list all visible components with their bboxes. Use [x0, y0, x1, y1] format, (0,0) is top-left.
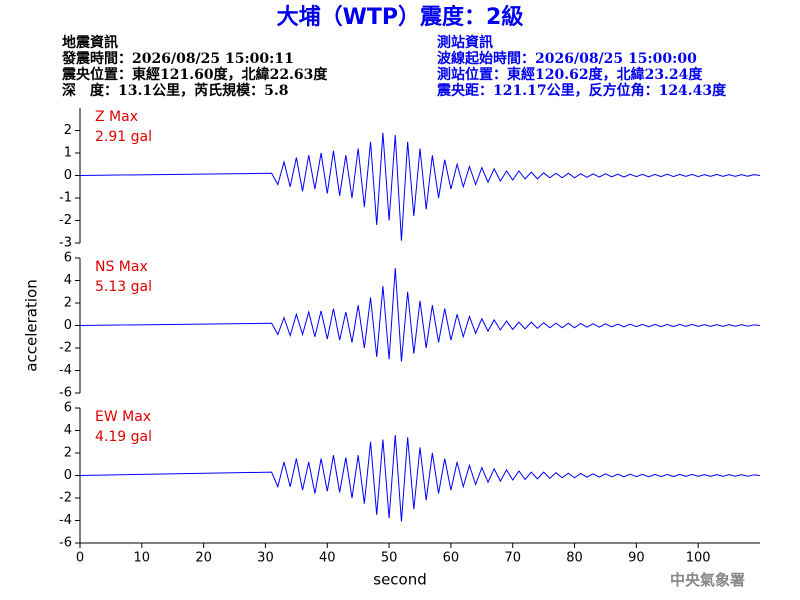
y-tick-label: 0 [64, 318, 72, 333]
x-tick-label: 20 [195, 551, 212, 566]
y-tick-label: 0 [64, 468, 72, 483]
x-axis-label: second [373, 571, 427, 589]
x-tick-label: 30 [257, 551, 274, 566]
info-left: 地震資訊 [62, 34, 118, 51]
y-tick-label: -2 [59, 341, 72, 356]
x-tick-label: 40 [319, 551, 336, 566]
panel-label: Z Max [95, 109, 138, 125]
x-tick-label: 100 [686, 551, 711, 566]
x-tick-label: 0 [76, 551, 84, 566]
waveform [79, 434, 761, 522]
panel-label: 5.13 gal [95, 279, 152, 295]
y-axis-label: acceleration [23, 279, 41, 371]
panel-label: NS Max [95, 259, 148, 275]
y-tick-label: 2 [64, 123, 72, 138]
y-tick-label: -4 [59, 513, 72, 528]
info-right: 波線起始時間：2026/08/25 15:00:00 [437, 50, 697, 67]
panel-label: 4.19 gal [95, 429, 152, 445]
y-tick-label: -1 [59, 191, 72, 206]
footer: 中央氣象署 [670, 571, 745, 589]
y-tick-label: 6 [64, 251, 72, 266]
y-tick-label: -4 [59, 363, 72, 378]
x-tick-label: 70 [504, 551, 521, 566]
y-tick-label: 6 [64, 401, 72, 416]
info-right: 測站資訊 [437, 34, 493, 51]
panel-label: 2.91 gal [95, 129, 152, 145]
info-left: 發震時間：2026/08/25 15:00:11 [61, 50, 294, 67]
y-tick-label: -6 [59, 386, 72, 401]
info-right: 震央距：121.17公里，反方位角：124.43度 [436, 82, 727, 99]
y-tick-label: 2 [64, 296, 72, 311]
x-tick-label: 10 [134, 551, 151, 566]
y-tick-label: -3 [59, 236, 72, 251]
y-tick-label: 4 [64, 423, 72, 438]
waveform [79, 268, 761, 362]
y-tick-label: 1 [64, 146, 72, 161]
x-tick-label: 50 [381, 551, 398, 566]
x-tick-label: 90 [628, 551, 645, 566]
y-tick-label: 2 [64, 446, 72, 461]
panel-label: EW Max [95, 409, 151, 425]
chart-title: 大埔（WTP）震度：2級 [277, 4, 524, 30]
y-tick-label: -6 [59, 536, 72, 551]
x-tick-label: 60 [443, 551, 460, 566]
waveform [79, 132, 761, 241]
y-tick-label: -2 [59, 213, 72, 228]
y-tick-label: 0 [64, 168, 72, 183]
y-tick-label: -2 [59, 491, 72, 506]
x-tick-label: 80 [566, 551, 583, 566]
info-left: 震央位置：東經121.60度，北緯22.63度 [61, 66, 328, 83]
info-left: 深 度：13.1公里，芮氏規模：5.8 [62, 82, 288, 99]
info-right: 測站位置：東經120.62度，北緯23.24度 [437, 66, 703, 83]
y-tick-label: 4 [64, 273, 72, 288]
